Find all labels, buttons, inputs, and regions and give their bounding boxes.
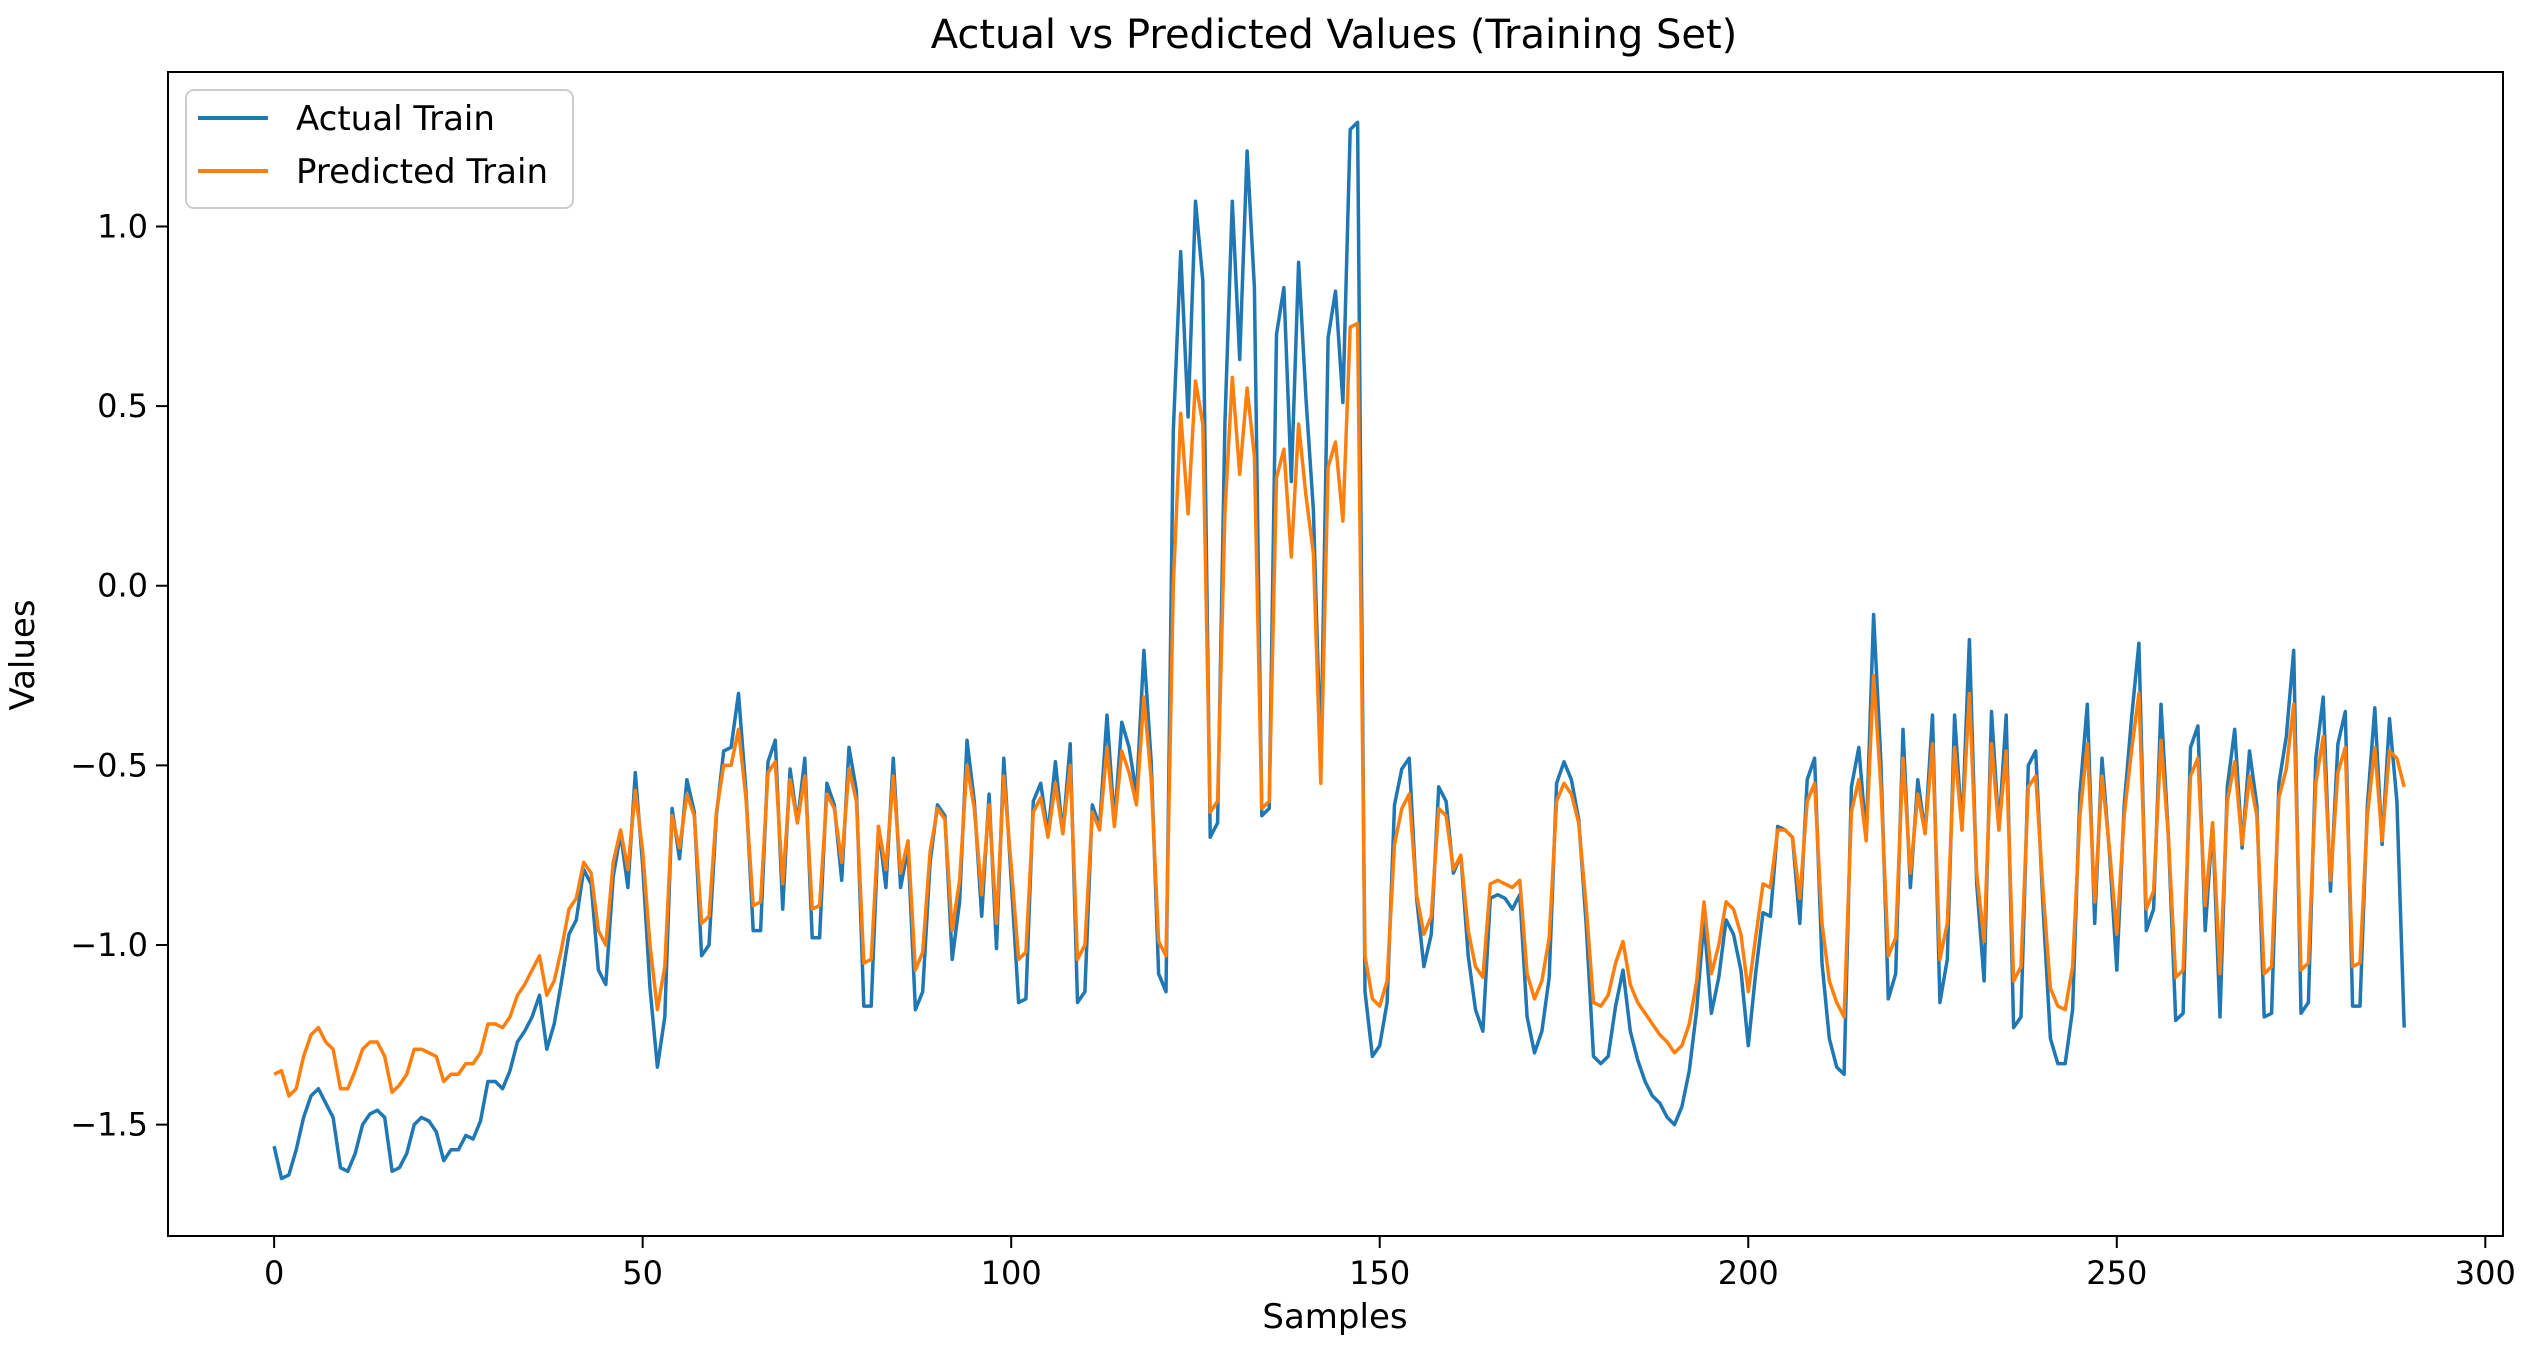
series-line-predicted-train (273, 321, 2406, 1098)
y-tick-label: −1.5 (70, 1106, 148, 1144)
x-axis: 0 50 100 150 200 250 300 (264, 1236, 2516, 1292)
x-tick-label: 250 (2086, 1254, 2147, 1292)
legend-label-actual: Actual Train (296, 99, 495, 139)
legend-box (185, 89, 574, 209)
x-tick-label: 100 (981, 1254, 1042, 1292)
chart-title: Actual vs Predicted Values (Training Set… (931, 12, 1738, 58)
y-tick-label: 0.5 (97, 387, 148, 425)
y-tick-label: −0.5 (70, 746, 148, 784)
x-axis-label: Samples (1262, 1297, 1407, 1337)
x-tick-label: 150 (1349, 1254, 1410, 1292)
legend: Actual Train Predicted Train (185, 89, 574, 209)
x-tick-label: 0 (264, 1254, 284, 1292)
y-tick-label: 1.0 (97, 207, 148, 245)
x-tick-label: 50 (622, 1254, 663, 1292)
y-axis: −1.5 −1.0 −0.5 0.0 0.5 1.0 (70, 207, 168, 1144)
x-tick-label: 200 (1718, 1254, 1779, 1292)
x-tick-label: 300 (2455, 1254, 2516, 1292)
plot-frame (167, 71, 2504, 1237)
legend-label-predicted: Predicted Train (296, 152, 548, 192)
y-axis-label: Values (3, 599, 43, 710)
y-tick-label: −1.0 (70, 926, 148, 964)
plot-lines (272, 120, 2406, 1181)
y-tick-label: 0.0 (97, 567, 148, 605)
